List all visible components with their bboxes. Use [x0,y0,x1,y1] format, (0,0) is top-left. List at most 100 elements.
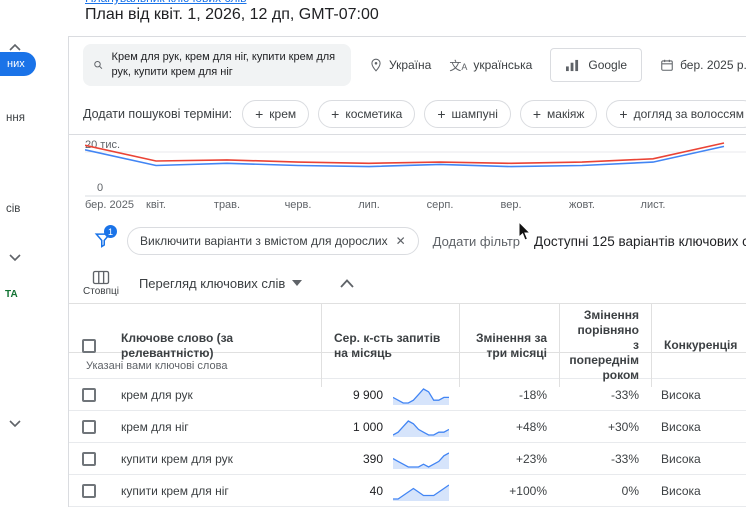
suggested-terms-row: Додати пошукові терміни: + крем + косметик… [69,93,746,135]
plus-icon: + [532,105,542,122]
suggestion-chips: + крем + косметика + шампуні + макіяж + догля… [242,99,746,128]
header-competition[interactable]: Конкуренція [651,304,746,387]
trend-chart-plot [85,142,746,197]
location-selector[interactable]: Україна [369,58,431,72]
network-icon [566,59,579,71]
location-label: Україна [389,58,432,72]
table-body: крем для рук 9 900 -18% -33% Висока крем… [69,379,746,507]
sidebar-item[interactable]: ння [6,112,25,124]
add-term-chip[interactable]: + макіяж [519,99,598,128]
volume-cell: 1 000 [321,417,459,437]
yoy-change-cell: -33% [610,387,639,402]
location-pin-icon [371,58,381,72]
date-range-selector[interactable]: бер. 2025 р. – лют. 2026 р. [660,58,746,72]
row-checkbox[interactable] [82,483,96,498]
keywords-table: Ключове слово (за релевантністю) Сер. к-… [69,303,746,507]
active-filter-chip[interactable]: Виключити варіанти з вмістом для доросли… [127,227,419,255]
three-month-change-cell: -18% [518,387,547,402]
chart-x-labels: бер. 2025 квіт. трав. черв. лип. серп. вер. жов… [85,199,666,211]
volume-cell: 390 [321,449,459,469]
header-three-month-change[interactable]: Змінення за три місяці [459,304,559,387]
y-axis-tick: 0 [97,182,104,194]
volume-value: 390 [362,451,383,466]
trend-sparkline [393,387,449,405]
view-dropdown-label: Перегляд ключових слів [138,275,286,291]
add-term-chip[interactable]: + догляд за волоссям [606,99,746,128]
header-avg-searches[interactable]: Сер. к-сть запитів на місяць [321,304,459,387]
date-range-label: бер. 2025 р. – лют. 2026 р. [680,58,746,72]
collapse-chart-button[interactable] [340,278,354,288]
table-row[interactable]: купити крем для рук 390 +23% -33% Висока [69,443,746,475]
chevron-down-icon[interactable] [9,249,21,267]
add-term-chip[interactable]: + крем [242,99,310,128]
yoy-change-cell: 0% [621,483,639,498]
trend-sparkline [393,483,449,501]
three-month-change-cell: +23% [515,451,547,466]
volume-value: 9 900 [352,387,383,402]
chevron-down-icon[interactable] [9,415,21,433]
scroll-up-icon[interactable] [9,38,21,56]
plus-icon: + [619,105,628,122]
keyword-cell: купити крем для ніг [121,483,229,498]
volume-cell: 9 900 [321,385,459,405]
language-label: українська [473,58,533,72]
chip-label: шампуні [451,106,498,121]
remove-filter-icon[interactable]: ✕ [395,234,406,248]
columns-button[interactable]: Стовпці [83,270,119,297]
chip-label: догляд за волоссям [633,106,744,121]
table-row[interactable]: крем для ніг 1 000 +48% +30% Висока [69,411,746,443]
select-all-checkbox[interactable] [82,338,96,353]
header-yoy-change[interactable]: Змінення порівняно з попереднім роком [559,304,651,387]
three-month-change-cell: +100% [509,483,547,498]
filter-bar: 1 Виключити варіанти з вмістом для дорос… [69,219,746,263]
volume-value: 40 [369,483,383,498]
keywords-query-text: Крем для рук, крем для ніг, купити крем … [111,51,336,78]
network-label: Google [588,58,628,72]
row-checkbox[interactable] [82,387,96,402]
add-term-chip[interactable]: + шампуні [424,99,511,128]
available-keywords-count: Доступні 125 варіантів ключових слів [534,233,746,249]
table-controls: Стовпці Перегляд ключових слів [69,263,746,303]
sidebar-selected-label: них [7,58,25,70]
plan-card: Крем для рук, крем для ніг, купити крем … [68,36,746,507]
plus-icon: + [437,105,446,122]
table-row[interactable]: крем для рук 9 900 -18% -33% Висока [69,379,746,411]
translate-icon: 文A [449,58,468,73]
sidebar-item-selected[interactable]: них [0,52,36,76]
add-term-chip[interactable]: + косметика [318,99,416,128]
volume-value: 1 000 [352,419,383,434]
filter-icon[interactable]: 1 [93,225,117,252]
row-checkbox[interactable] [82,451,96,466]
row-checkbox[interactable] [82,419,96,434]
chip-label: крем [269,106,297,121]
add-filter-button[interactable]: Додати фільтр [432,233,521,249]
active-filter-label: Виключити варіанти з вмістом для доросли… [140,234,388,248]
table-section-label: Указані вами ключові слова [69,353,746,379]
filter-count-badge: 1 [104,225,117,238]
columns-icon [92,270,110,284]
table-row[interactable]: купити крем для ніг 40 +100% 0% Висока [69,475,746,507]
search-icon [94,60,103,70]
trend-sparkline [393,451,449,469]
header-keyword[interactable]: Ключове слово (за релевантністю) [121,330,234,360]
trend-chart: 20 тис. 0 бер. 2025 квіт. трав. черв. лип. се… [69,135,746,219]
calendar-icon [661,59,673,71]
keyword-view-dropdown[interactable]: Перегляд ключових слів [138,275,303,291]
suggested-terms-label: Додати пошукові терміни: [83,106,233,121]
keywords-input[interactable]: Крем для рук, крем для ніг, купити крем … [83,44,351,86]
breadcrumb-link[interactable]: Планувальник ключових слів [85,0,247,5]
chip-label: косметика [345,106,403,121]
network-selector[interactable]: Google [550,48,643,82]
plus-icon: + [331,105,340,122]
dropdown-arrow-icon [292,280,303,286]
three-month-change-cell: +48% [515,419,547,434]
table-header-row: Ключове слово (за релевантністю) Сер. к-… [69,303,746,387]
competition-cell: Висока [661,387,701,402]
page-title: План від квіт. 1, 2026, 12 дп, GMT-07:00 [85,6,379,23]
keyword-cell: крем для рук [121,387,193,402]
sidebar-item[interactable]: сів [6,203,21,215]
trend-sparkline [393,419,449,437]
yoy-change-cell: -33% [610,451,639,466]
columns-label: Стовпці [83,285,119,297]
language-selector[interactable]: 文A українська [449,57,532,74]
